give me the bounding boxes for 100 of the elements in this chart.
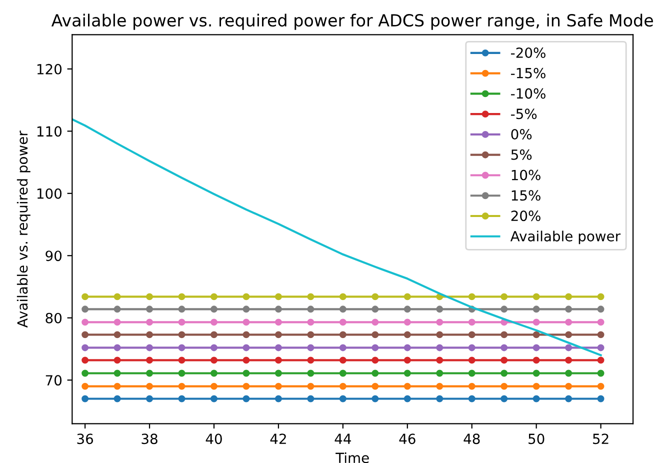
legend-label: -10% [511,88,546,99]
point [114,293,121,300]
point [339,382,346,390]
point [500,370,508,377]
point [532,306,540,313]
point [242,382,250,390]
point [468,344,476,352]
point [339,395,346,402]
point [597,318,604,326]
point [114,331,121,338]
point [339,370,346,377]
point [372,344,379,352]
x-tick-label: 46 [399,434,416,444]
point [532,293,540,300]
point [178,356,186,364]
point [404,370,411,377]
point [565,318,572,326]
point [565,344,572,352]
legend-label: -15% [511,68,546,78]
legend-label: 0% [511,129,532,140]
point [210,293,218,300]
point [210,356,218,364]
legend-label: 15% [512,190,540,201]
point [82,344,89,352]
point [436,382,444,390]
legend-label: -5% [511,108,537,120]
point [468,370,476,377]
point [146,331,153,338]
point [532,395,540,402]
x-tick-label: 50 [528,434,544,444]
y-axis-title: Available vs. required power [16,130,30,328]
point [114,306,121,313]
point [436,331,444,338]
point [178,370,186,377]
point [307,293,314,300]
point [372,370,379,377]
point [274,306,282,313]
point [597,395,604,402]
point [404,395,411,402]
point [242,306,250,313]
point [274,395,282,402]
point [178,318,186,326]
point [274,293,282,300]
point [404,293,411,300]
y-tick-label: 120 [37,64,62,74]
point [565,395,572,402]
point [468,293,476,300]
point [146,306,153,313]
point [372,331,379,338]
point [565,293,572,300]
point [597,293,604,300]
point [274,356,282,364]
x-tick-label: 52 [593,434,608,444]
y-tick-label: 100 [37,188,62,199]
point [404,382,411,390]
point [565,370,572,377]
point [146,318,153,326]
point [274,382,282,390]
point [339,306,346,313]
x-tick-label: 44 [334,434,351,444]
point [500,293,508,300]
point [372,293,379,300]
point [436,395,444,402]
point [372,395,379,402]
point [210,344,218,352]
point [532,344,540,352]
point [372,318,379,326]
point [242,395,250,402]
y-tick-label: 90 [46,250,62,262]
point [436,370,444,377]
point [468,318,476,326]
point [146,382,153,390]
x-tick-label: 38 [142,434,158,444]
x-tick-label: 48 [464,434,480,444]
point [339,293,346,300]
point [436,356,444,364]
point [82,395,89,402]
point [532,356,540,364]
point [307,318,314,326]
point [372,356,379,364]
point [468,382,476,390]
point [307,344,314,352]
point [565,331,572,338]
point [597,344,604,352]
point [597,306,604,313]
point [82,370,89,377]
point [210,395,218,402]
legend-label: -20% [511,47,546,58]
point [242,356,250,364]
point [146,395,153,402]
point [597,382,604,390]
point [468,356,476,364]
point [532,318,540,326]
point [468,331,476,338]
y-tick-label: 80 [46,312,62,324]
point [372,306,379,313]
point [114,344,121,352]
point [114,356,121,364]
point [339,331,346,338]
chart-title: Available power vs. required power for ADCS power range, in Safe Mode [51,14,653,30]
